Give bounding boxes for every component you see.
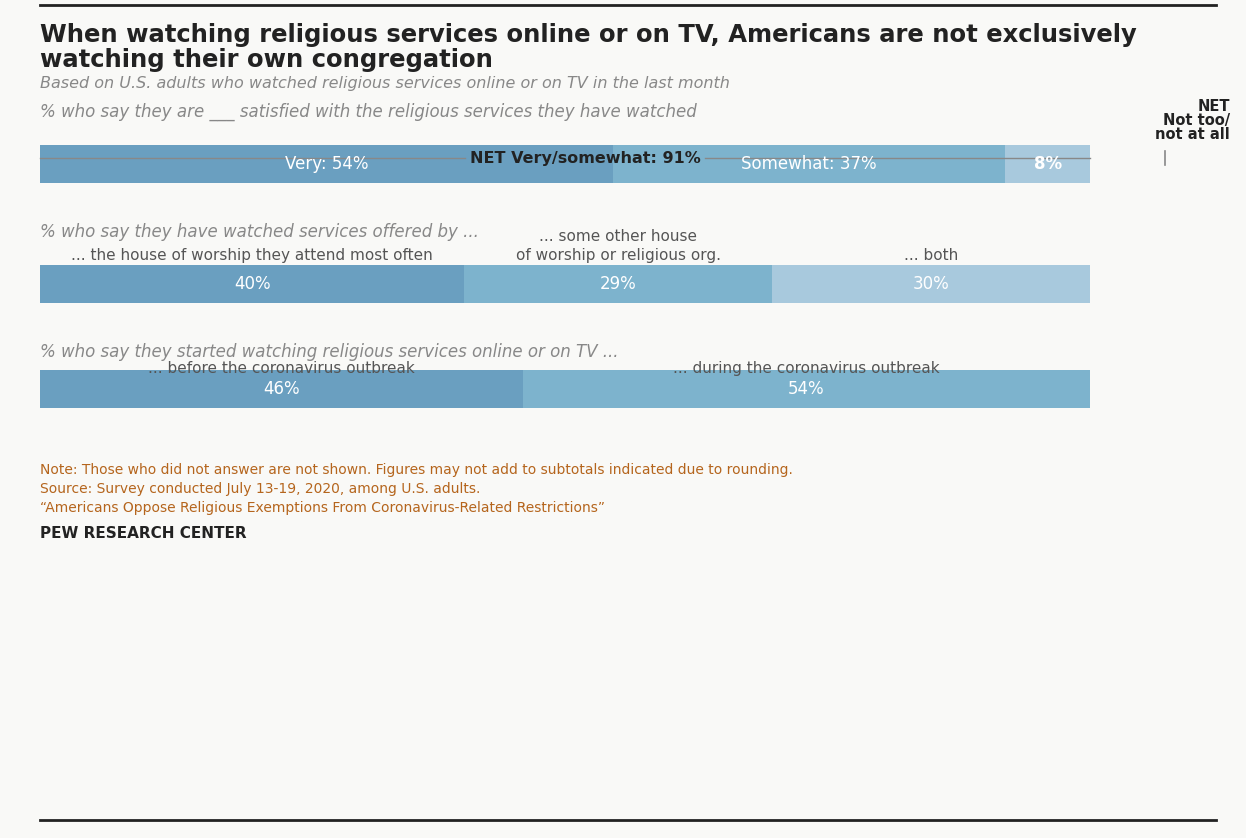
Text: ... the house of worship they attend most often: ... the house of worship they attend mos… [71, 248, 434, 263]
Text: % who say they have watched services offered by ...: % who say they have watched services off… [40, 223, 478, 241]
Text: Somewhat: 37%: Somewhat: 37% [741, 155, 877, 173]
Bar [40, 145, 613, 183]
Bar [771, 265, 1090, 303]
Text: 8%: 8% [1033, 155, 1062, 173]
Text: ... during the coronavirus outbreak: ... during the coronavirus outbreak [673, 361, 939, 376]
Text: % who say they started watching religious services online or on TV ...: % who say they started watching religiou… [40, 343, 618, 361]
Text: ... before the coronavirus outbreak: ... before the coronavirus outbreak [148, 361, 415, 376]
Text: 40%: 40% [234, 275, 270, 293]
Text: 30%: 30% [912, 275, 949, 293]
Text: NET Very/somewhat: 91%: NET Very/somewhat: 91% [470, 151, 700, 165]
Bar [40, 265, 465, 303]
Text: “Americans Oppose Religious Exemptions From Coronavirus-Related Restrictions”: “Americans Oppose Religious Exemptions F… [40, 501, 606, 515]
Text: 54%: 54% [789, 380, 825, 398]
Bar [1006, 145, 1090, 183]
Text: 29%: 29% [599, 275, 637, 293]
Text: not at all: not at all [1155, 127, 1230, 142]
Text: NET: NET [1197, 99, 1230, 114]
Text: % who say they are ___ satisfied with the religious services they have watched: % who say they are ___ satisfied with th… [40, 103, 697, 122]
Text: ... both: ... both [903, 248, 958, 263]
Text: When watching religious services online or on TV, Americans are not exclusively: When watching religious services online … [40, 23, 1136, 47]
Text: Source: Survey conducted July 13-19, 2020, among U.S. adults.: Source: Survey conducted July 13-19, 202… [40, 482, 481, 496]
Bar [40, 370, 523, 408]
Text: Very: 54%: Very: 54% [284, 155, 368, 173]
Text: ... some other house
of worship or religious org.: ... some other house of worship or relig… [516, 230, 720, 263]
Bar [523, 370, 1090, 408]
Text: Based on U.S. adults who watched religious services online or on TV in the last : Based on U.S. adults who watched religio… [40, 76, 730, 91]
Text: watching their own congregation: watching their own congregation [40, 48, 493, 72]
Text: 46%: 46% [263, 380, 300, 398]
Bar [613, 145, 1006, 183]
Bar [465, 265, 771, 303]
Text: Note: Those who did not answer are not shown. Figures may not add to subtotals i: Note: Those who did not answer are not s… [40, 463, 792, 477]
Text: Not too/: Not too/ [1163, 113, 1230, 128]
Text: PEW RESEARCH CENTER: PEW RESEARCH CENTER [40, 526, 247, 541]
